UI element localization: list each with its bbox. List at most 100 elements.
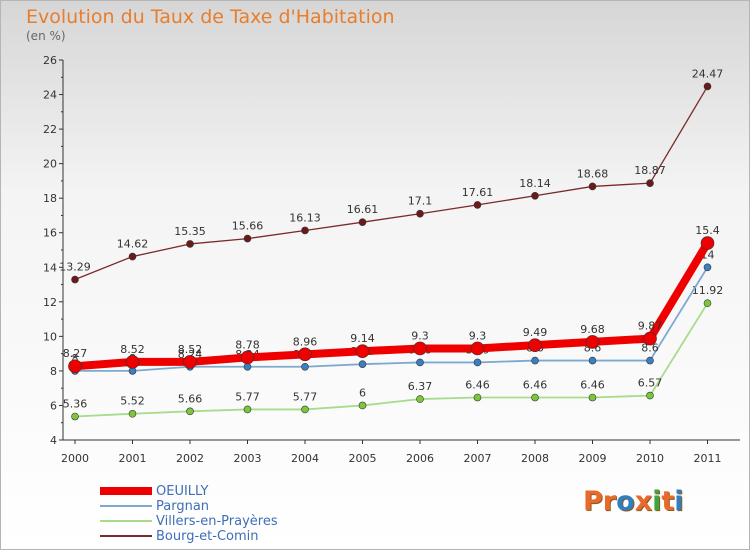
x-tick-label: 2009 [579, 452, 607, 465]
x-tick-label: 2002 [176, 452, 204, 465]
series-line-pargnan [74, 266, 709, 372]
data-point-villers-en-pray-res [128, 409, 137, 418]
data-point-oeuilly [470, 341, 485, 356]
data-point-oeuilly [528, 338, 542, 352]
data-point-pargnan [703, 263, 712, 272]
data-label-bourg-et-comin: 17.1 [408, 195, 433, 208]
data-point-bourg-et-comin [128, 252, 137, 261]
data-label-bourg-et-comin: 15.66 [232, 220, 264, 233]
data-label-oeuilly: 8.27 [63, 347, 88, 360]
x-tick-label: 2005 [349, 452, 377, 465]
data-label-bourg-et-comin: 18.68 [577, 167, 609, 180]
x-tick-label: 2001 [119, 452, 147, 465]
data-label-oeuilly: 9.68 [580, 323, 605, 336]
data-point-bourg-et-comin [473, 201, 482, 209]
logo-letter: t [661, 486, 675, 517]
data-label-villers-en-pray-res: 5.77 [293, 390, 318, 403]
data-point-villers-en-pray-res [588, 393, 597, 402]
legend-label: Villers-en-Prayères [156, 514, 278, 529]
data-point-bourg-et-comin [703, 82, 712, 91]
data-point-oeuilly [298, 347, 312, 362]
x-tick-label: 2004 [291, 452, 319, 465]
data-point-pargnan [646, 356, 654, 365]
data-label-villers-en-pray-res: 6.46 [580, 379, 605, 392]
y-tick-label: 20 [43, 158, 57, 171]
data-point-bourg-et-comin [301, 226, 309, 235]
data-label-bourg-et-comin: 16.13 [289, 211, 321, 224]
data-label-bourg-et-comin: 16.61 [347, 203, 379, 216]
data-point-villers-en-pray-res [301, 405, 309, 414]
logo-letter: o [616, 486, 635, 517]
x-tick-label: 2010 [636, 452, 664, 465]
data-point-oeuilly [240, 350, 255, 365]
data-label-bourg-et-comin: 17.61 [462, 186, 494, 199]
legend-swatch [100, 487, 152, 495]
data-label-villers-en-pray-res: 6.37 [408, 380, 433, 393]
data-point-bourg-et-comin [646, 179, 654, 187]
y-tick-label: 10 [43, 330, 57, 343]
data-point-oeuilly [413, 341, 427, 356]
data-label-bourg-et-comin: 13.29 [59, 261, 91, 274]
data-point-villers-en-pray-res [531, 393, 539, 402]
y-tick-label: 12 [43, 296, 57, 309]
data-point-oeuilly [643, 331, 657, 346]
data-label-villers-en-pray-res: 5.66 [178, 392, 203, 405]
data-point-bourg-et-comin [358, 218, 367, 226]
data-label-oeuilly: 8.52 [178, 343, 203, 356]
chart-title: Evolution du Taux de Taxe d'Habitation [26, 6, 395, 28]
legend-swatch [100, 520, 152, 522]
data-point-pargnan [358, 360, 367, 368]
data-point-bourg-et-comin [71, 275, 79, 284]
data-point-villers-en-pray-res [186, 407, 194, 416]
data-point-pargnan [588, 356, 597, 365]
data-point-villers-en-pray-res [71, 412, 79, 421]
data-label-bourg-et-comin: 14.62 [117, 238, 149, 251]
y-tick-label: 22 [43, 123, 57, 136]
data-point-pargnan [531, 356, 539, 365]
y-tick-label: 16 [43, 227, 57, 240]
data-point-villers-en-pray-res [243, 405, 252, 414]
logo-letter: i [652, 486, 662, 517]
data-label-villers-en-pray-res: 11.92 [692, 284, 724, 297]
y-tick-label: 18 [43, 192, 57, 205]
data-point-villers-en-pray-res [646, 391, 654, 400]
data-point-pargnan [473, 358, 482, 367]
legend-label: OEUILLY [156, 484, 209, 499]
series-line-villers-en-pray-res [74, 302, 709, 418]
data-label-villers-en-pray-res: 6 [359, 386, 366, 399]
data-label-villers-en-pray-res: 5.52 [120, 395, 145, 408]
y-tick-label: 24 [43, 89, 57, 102]
series-line-bourg-et-comin [74, 85, 709, 281]
data-label-oeuilly: 15.4 [695, 224, 720, 237]
data-label-pargnan: 8.6 [641, 342, 659, 355]
data-point-pargnan [243, 362, 252, 371]
data-label-oeuilly: 8.52 [120, 343, 145, 356]
proxiti-logo: Proxiti [583, 486, 684, 517]
data-point-oeuilly [183, 355, 197, 369]
legend-label: Pargnan [156, 499, 210, 514]
y-tick-label: 6 [50, 399, 57, 412]
x-tick-label: 2006 [406, 452, 434, 465]
legend-swatch [100, 505, 152, 507]
x-tick-label: 2008 [521, 452, 549, 465]
data-label-villers-en-pray-res: 6.57 [638, 377, 663, 390]
data-point-oeuilly [68, 359, 82, 374]
data-point-bourg-et-comin [186, 240, 194, 248]
data-point-villers-en-pray-res [473, 393, 482, 402]
data-point-villers-en-pray-res [358, 401, 367, 410]
data-label-pargnan: 8 [72, 352, 79, 365]
data-label-oeuilly: 9.49 [523, 326, 548, 339]
data-label-oeuilly: 9.87 [638, 320, 663, 333]
data-label-oeuilly: 9.3 [469, 329, 487, 342]
data-point-villers-en-pray-res [416, 395, 424, 403]
series-line-oeuilly [71, 239, 712, 371]
data-label-villers-en-pray-res: 5.77 [235, 390, 260, 403]
data-label-bourg-et-comin: 15.35 [174, 225, 206, 238]
data-label-oeuilly: 8.96 [293, 335, 318, 348]
logo-letter: P [583, 486, 603, 517]
chart-subtitle: (en %) [26, 29, 66, 43]
y-tick-label: 14 [43, 261, 57, 274]
data-point-oeuilly [585, 335, 600, 349]
